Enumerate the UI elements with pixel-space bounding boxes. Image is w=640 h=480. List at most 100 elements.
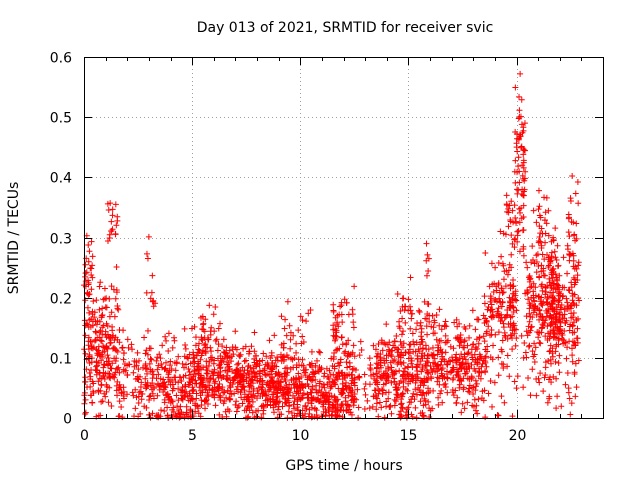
data-point — [520, 384, 527, 391]
data-point — [104, 200, 111, 207]
data-point — [546, 300, 553, 307]
data-point — [512, 342, 519, 349]
data-point — [262, 397, 269, 404]
data-point — [143, 370, 150, 377]
data-point — [570, 300, 577, 307]
data-point — [541, 374, 548, 381]
data-point — [553, 310, 560, 317]
data-point — [520, 202, 527, 209]
data-point — [542, 317, 549, 324]
data-point — [355, 404, 362, 411]
data-point — [295, 390, 302, 397]
data-point — [361, 385, 368, 392]
data-point — [458, 409, 465, 416]
data-point — [312, 362, 319, 369]
data-point — [330, 308, 337, 315]
data-point — [298, 362, 305, 369]
data-point — [316, 348, 323, 355]
data-point — [89, 399, 96, 406]
data-point — [346, 406, 353, 413]
data-point — [272, 383, 279, 390]
data-point — [571, 339, 578, 346]
data-point — [189, 396, 196, 403]
data-point — [515, 187, 522, 194]
data-point — [244, 414, 251, 421]
data-point — [536, 233, 543, 240]
data-point — [564, 242, 571, 249]
data-point — [86, 309, 93, 316]
data-point — [435, 344, 442, 351]
data-point — [206, 302, 213, 309]
data-point — [285, 386, 292, 393]
data-point — [194, 403, 201, 410]
data-point — [454, 335, 461, 342]
data-point — [207, 331, 214, 338]
data-point — [566, 395, 573, 402]
data-point — [501, 399, 508, 406]
data-point — [351, 390, 358, 397]
data-point — [356, 373, 363, 380]
data-point — [574, 335, 581, 342]
data-point — [383, 403, 390, 410]
data-point — [195, 360, 202, 367]
data-point — [464, 350, 471, 357]
data-point — [362, 381, 369, 388]
data-point — [337, 356, 344, 363]
data-point — [274, 372, 281, 379]
data-point — [388, 379, 395, 386]
data-point — [465, 349, 472, 356]
data-point — [285, 395, 292, 402]
data-point — [222, 354, 229, 361]
data-point — [234, 367, 241, 374]
data-point — [206, 375, 213, 382]
data-point — [572, 190, 579, 197]
data-point — [487, 293, 494, 300]
data-point — [196, 384, 203, 391]
data-point — [285, 354, 292, 361]
data-point — [112, 358, 119, 365]
data-point — [429, 352, 436, 359]
data-point — [396, 411, 403, 418]
data-point — [85, 291, 92, 298]
data-point — [149, 272, 156, 279]
data-point — [231, 374, 238, 381]
data-point — [475, 365, 482, 372]
data-point — [244, 367, 251, 374]
data-point — [434, 342, 441, 349]
data-point — [567, 411, 574, 418]
data-point — [243, 393, 250, 400]
data-point — [345, 337, 352, 344]
data-point — [375, 361, 382, 368]
data-point — [367, 366, 374, 373]
data-point — [439, 349, 446, 356]
data-point — [97, 327, 104, 334]
data-point — [408, 357, 415, 364]
data-point — [483, 328, 490, 335]
data-point — [311, 370, 318, 377]
data-point — [119, 345, 126, 352]
data-point — [404, 387, 411, 394]
data-point — [548, 360, 555, 367]
data-point — [282, 316, 289, 323]
data-point — [423, 272, 430, 279]
data-point — [274, 390, 281, 397]
data-point — [114, 348, 121, 355]
data-point — [147, 414, 154, 421]
data-point — [112, 295, 119, 302]
data-point — [526, 342, 533, 349]
data-point — [513, 297, 520, 304]
data-point — [271, 399, 278, 406]
data-point — [93, 371, 100, 378]
data-point — [388, 347, 395, 354]
data-point — [144, 255, 151, 262]
data-point — [481, 387, 488, 394]
data-point — [82, 410, 89, 417]
data-point — [481, 367, 488, 374]
data-point — [278, 313, 285, 320]
data-point — [494, 308, 501, 315]
data-point — [263, 372, 270, 379]
data-point — [441, 374, 448, 381]
data-point — [495, 260, 502, 267]
data-point — [350, 319, 357, 326]
data-point — [447, 358, 454, 365]
